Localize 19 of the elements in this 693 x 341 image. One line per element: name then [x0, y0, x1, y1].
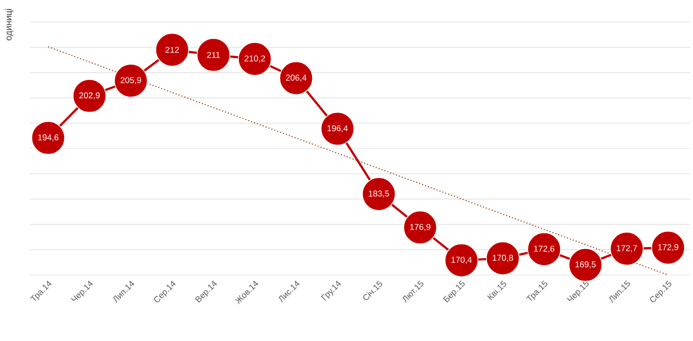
- data-label: 176,9: [410, 224, 430, 231]
- data-label: 170,8: [492, 254, 514, 262]
- data-label: 172,7: [616, 245, 637, 252]
- y-axis-title: одиниці: [4, 9, 14, 40]
- data-label: 172,6: [534, 246, 554, 253]
- data-label: 212: [166, 46, 179, 53]
- data-label: 206,4: [286, 74, 307, 82]
- data-label: 205,9: [120, 77, 142, 84]
- point: [155, 32, 190, 67]
- data-label: 183,5: [368, 190, 390, 198]
- data-label: 169,5: [575, 261, 596, 268]
- data-label: 210,2: [244, 55, 265, 62]
- data-label: 170,4: [452, 256, 472, 264]
- data-label: 172,9: [658, 244, 678, 252]
- data-label: 211: [207, 52, 220, 58]
- data-label: 196,4: [328, 125, 348, 132]
- data-label: 202,9: [79, 92, 100, 100]
- point: [196, 38, 230, 72]
- data-label: 194,6: [38, 134, 58, 142]
